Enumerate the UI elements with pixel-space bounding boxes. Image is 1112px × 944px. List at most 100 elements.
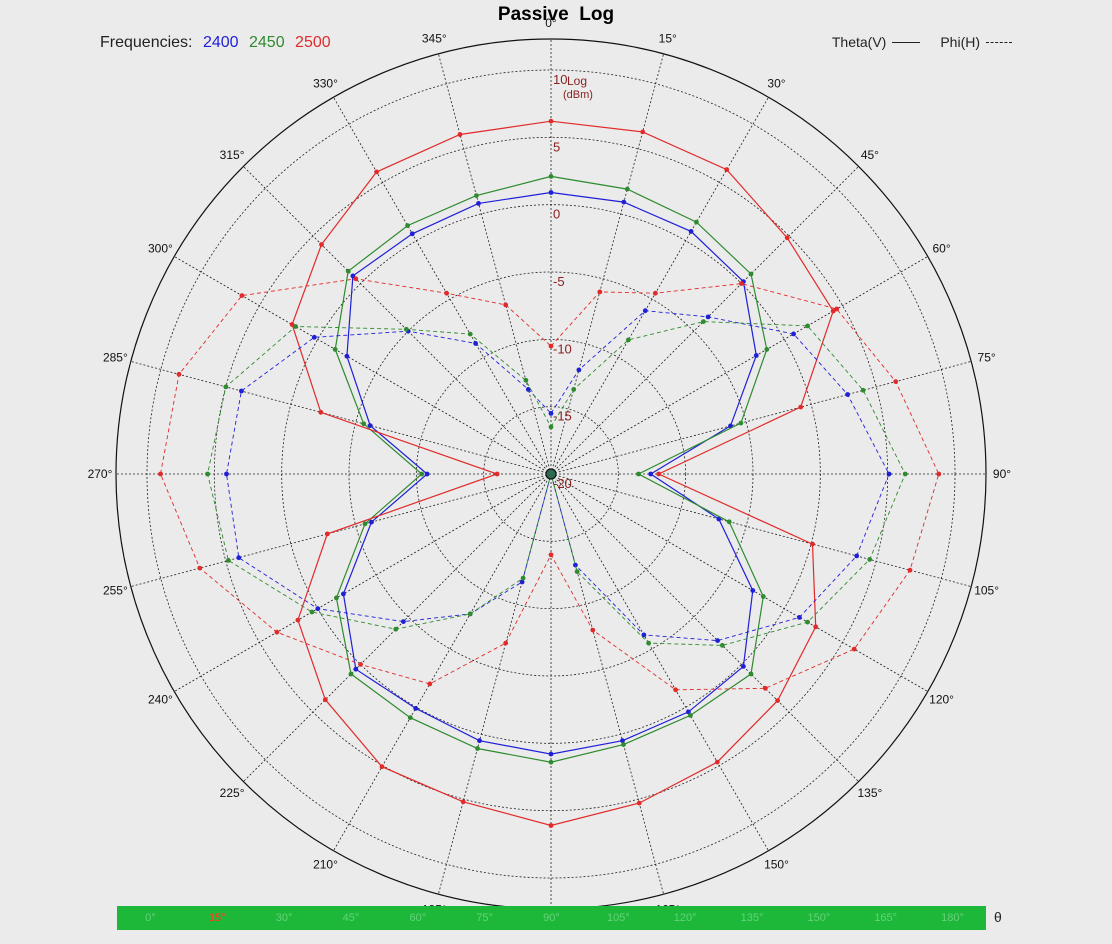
legend-2450: 2450	[249, 34, 285, 51]
grid-spoke	[550, 256, 928, 475]
radial-tick-label: -5	[553, 274, 565, 289]
data-point-2450	[902, 471, 908, 477]
data-point-2400	[548, 190, 554, 195]
data-point-2400	[797, 615, 802, 620]
data-point-2450	[701, 319, 706, 324]
data-point-2450	[548, 424, 554, 430]
angle-label: 225°	[220, 786, 245, 800]
data-point-2450	[393, 626, 399, 632]
grid-spoke	[130, 473, 552, 587]
data-point-2400	[401, 619, 406, 624]
data-point-2400	[791, 331, 796, 337]
grid-spoke	[550, 473, 859, 782]
grid-spoke	[174, 256, 552, 475]
data-point-2400	[845, 392, 850, 397]
grid-spoke	[174, 473, 552, 692]
slider-tick[interactable]: 0°	[145, 912, 156, 924]
data-point-2450	[694, 219, 699, 225]
data-point-2500	[653, 290, 658, 296]
slider-tick[interactable]: 30°	[275, 912, 293, 924]
data-point-2500	[636, 800, 642, 806]
data-point-2450	[860, 387, 866, 393]
data-point-2500	[176, 371, 182, 377]
data-point-2450	[688, 713, 693, 718]
grid-spoke	[243, 166, 552, 475]
data-point-2500	[324, 531, 330, 537]
angle-label: 240°	[148, 693, 173, 707]
data-point-2450	[626, 337, 631, 343]
data-point-2400	[886, 471, 892, 477]
angle-label: 150°	[764, 858, 789, 872]
data-point-2450	[226, 558, 231, 563]
angle-label: 315°	[220, 148, 245, 162]
data-point-2500	[640, 129, 646, 135]
data-point-2400	[686, 709, 691, 715]
data-point-2450	[748, 271, 754, 277]
grid-circle	[483, 406, 619, 542]
data-point-2500	[457, 132, 463, 137]
slider-tick[interactable]: 75°	[476, 912, 493, 924]
data-point-2400	[548, 411, 554, 416]
slider-tick[interactable]: 90°	[543, 912, 560, 924]
radial-tick-label: 0	[553, 207, 560, 222]
data-point-2500	[353, 276, 359, 282]
slider-tick[interactable]: 105°	[606, 912, 630, 924]
polarization-legend: Theta(V) Phi(H)	[832, 34, 1012, 50]
data-point-2450	[805, 619, 810, 625]
data-point-2450	[548, 174, 554, 179]
dashed-line-swatch	[986, 41, 1012, 43]
data-point-2400	[413, 706, 419, 711]
data-point-2400	[473, 341, 478, 346]
slider-tick[interactable]: 45°	[342, 912, 360, 924]
radial-axis-label: Log	[567, 74, 587, 88]
grid-spoke	[550, 473, 928, 692]
data-point-2400	[621, 199, 627, 205]
angle-label: 45°	[861, 148, 879, 162]
radial-tick-label: 10	[553, 72, 567, 87]
data-point-2400	[239, 388, 244, 394]
data-point-2400	[854, 553, 860, 559]
data-point-2400	[688, 229, 694, 234]
data-point-2400	[716, 516, 722, 522]
grid-spoke	[550, 473, 769, 851]
slider-tick[interactable]: 120°	[673, 912, 697, 924]
data-point-2450	[548, 759, 554, 765]
data-point-2500	[379, 764, 385, 770]
angle-label: 135°	[857, 786, 882, 800]
data-point-2500	[427, 681, 433, 687]
theta-legend-label: Theta(V)	[831, 34, 887, 50]
theta-slider[interactable]: 0° 15° 30° 45° 60° 75° 90° 105° 120° 135° 150° 165°…	[117, 906, 986, 930]
angle-label: 105°	[974, 584, 999, 598]
data-point-2450	[726, 519, 732, 525]
data-point-2500	[494, 471, 500, 477]
slider-tick[interactable]: 150°	[807, 912, 831, 924]
data-point-2450	[646, 640, 651, 646]
chart-title: Passive Log	[497, 4, 615, 25]
data-point-2500	[724, 167, 730, 173]
grid-spoke	[333, 473, 552, 851]
data-point-2500	[274, 629, 280, 635]
angle-label: 210°	[313, 858, 338, 872]
slider-tick[interactable]: 180°	[941, 912, 964, 924]
data-point-2500	[834, 306, 840, 312]
angle-label: 345°	[422, 31, 447, 45]
slider-tick[interactable]: 15°	[208, 912, 226, 924]
data-point-2500	[197, 565, 203, 571]
angle-label: 90°	[993, 467, 1011, 481]
data-point-2400	[642, 308, 648, 314]
slider-tick[interactable]: 165°	[874, 912, 898, 924]
data-point-2500	[597, 289, 603, 295]
data-point-2400	[409, 231, 415, 237]
grid-spoke	[550, 97, 769, 475]
data-point-2500	[289, 322, 295, 327]
slider-tick[interactable]: 60°	[409, 912, 427, 924]
data-point-2450	[475, 746, 480, 751]
data-point-2500	[503, 640, 509, 646]
angle-label: 330°	[313, 76, 338, 90]
slider-tick[interactable]: 135°	[740, 912, 764, 924]
angle-label: 60°	[932, 242, 950, 256]
data-point-2400	[519, 579, 525, 585]
radial-tick-label: -20	[553, 476, 572, 491]
data-point-2450	[738, 420, 744, 426]
data-point-2450	[621, 742, 626, 747]
